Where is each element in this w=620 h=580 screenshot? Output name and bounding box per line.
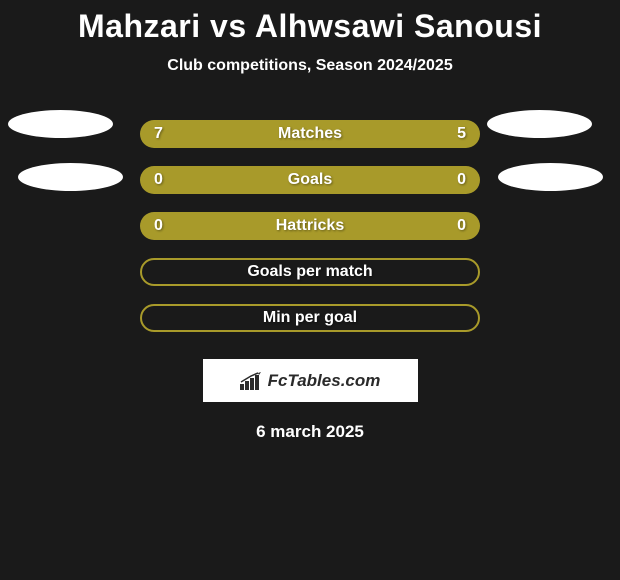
stat-bar: 0 Hattricks 0 (140, 212, 480, 240)
stat-row-matches: 7 Matches 5 (0, 111, 620, 157)
stat-label: Hattricks (276, 217, 344, 235)
stat-right-value: 0 (457, 171, 466, 189)
subtitle: Club competitions, Season 2024/2025 (0, 57, 620, 75)
stat-row-goals: 0 Goals 0 (0, 157, 620, 203)
stat-row-hattricks: 0 Hattricks 0 (0, 203, 620, 249)
stat-left-value: 0 (154, 171, 163, 189)
stat-left-value: 0 (154, 217, 163, 235)
stat-right-value: 5 (457, 125, 466, 143)
stat-right-value: 0 (457, 217, 466, 235)
stat-bar: 7 Matches 5 (140, 120, 480, 148)
stat-left-value: 7 (154, 125, 163, 143)
logo-text: FcTables.com (268, 371, 381, 391)
page-title: Mahzari vs Alhwsawi Sanousi (0, 8, 620, 45)
chart-icon (240, 372, 262, 390)
stat-label: Goals (288, 171, 332, 189)
stat-bar: 0 Goals 0 (140, 166, 480, 194)
stats-section: 7 Matches 5 0 Goals 0 0 Hattricks 0 Goal… (0, 111, 620, 341)
stat-row-goals-per-match: Goals per match (0, 249, 620, 295)
stat-label: Matches (278, 125, 342, 143)
stat-bar: Goals per match (140, 258, 480, 286)
stat-row-min-per-goal: Min per goal (0, 295, 620, 341)
comparison-card: Mahzari vs Alhwsawi Sanousi Club competi… (0, 0, 620, 442)
stat-label: Goals per match (247, 263, 372, 281)
stat-label: Min per goal (263, 309, 357, 327)
stat-bar: Min per goal (140, 304, 480, 332)
logo-box[interactable]: FcTables.com (203, 359, 418, 402)
date-label: 6 march 2025 (0, 422, 620, 442)
